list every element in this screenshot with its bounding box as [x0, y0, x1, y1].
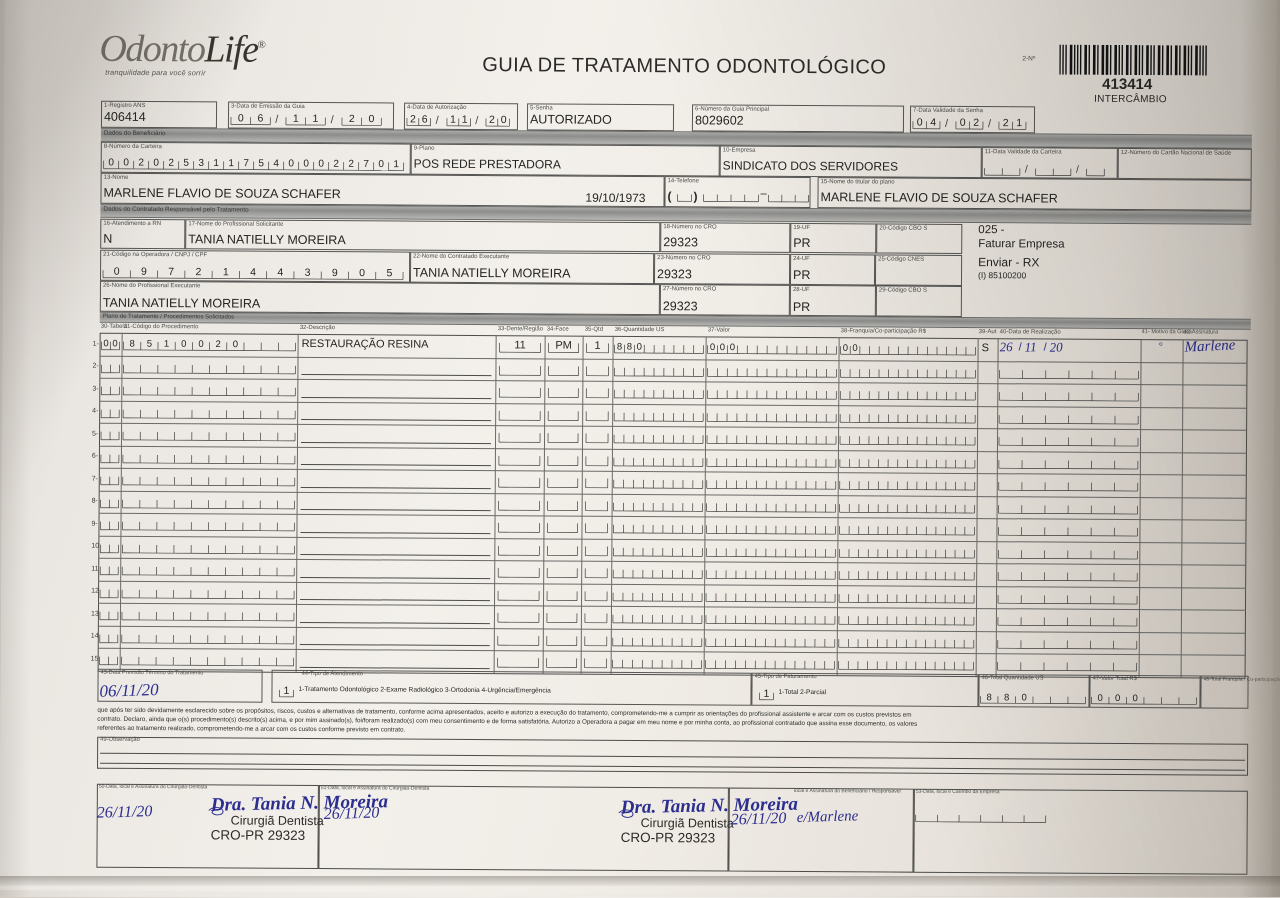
- svg-text:1: 1: [164, 339, 169, 350]
- svg-text:1: 1: [293, 114, 299, 125]
- svg-text:2: 2: [1003, 117, 1009, 129]
- svg-text:2: 2: [349, 114, 355, 125]
- svg-text:7: 7: [168, 266, 174, 278]
- svg-text:0: 0: [710, 342, 715, 353]
- svg-text:2: 2: [410, 114, 416, 125]
- svg-text:0: 0: [1115, 693, 1120, 704]
- svg-text:1: 1: [594, 340, 600, 352]
- svg-text:0: 0: [1022, 692, 1027, 703]
- svg-text:1: 1: [223, 266, 229, 278]
- svg-text:2: 2: [138, 158, 144, 169]
- svg-text:5: 5: [386, 267, 392, 279]
- svg-text:1: 1: [450, 115, 456, 126]
- svg-text:0: 0: [637, 342, 642, 353]
- svg-text:0: 0: [960, 117, 966, 129]
- svg-text:7: 7: [363, 159, 369, 170]
- svg-text:2: 2: [168, 158, 174, 169]
- svg-text:8: 8: [1004, 692, 1009, 703]
- svg-text:1: 1: [284, 685, 290, 697]
- svg-text:0: 0: [1098, 693, 1103, 704]
- svg-text:1: 1: [228, 158, 234, 169]
- svg-text:8: 8: [627, 342, 632, 353]
- svg-text:4: 4: [277, 267, 283, 279]
- svg-text:0: 0: [368, 114, 374, 125]
- svg-text:2: 2: [489, 115, 495, 126]
- svg-text:4: 4: [930, 117, 936, 129]
- svg-text:0: 0: [852, 343, 857, 354]
- svg-text:1: 1: [213, 158, 219, 169]
- svg-text:0: 0: [181, 339, 186, 350]
- svg-text:1: 1: [764, 688, 770, 700]
- svg-text:9: 9: [141, 266, 147, 278]
- svg-text:0: 0: [123, 157, 129, 168]
- svg-text:0: 0: [103, 339, 108, 350]
- svg-text:0: 0: [318, 159, 324, 170]
- svg-text:0: 0: [1133, 693, 1138, 704]
- svg-text:9: 9: [332, 267, 338, 279]
- svg-text:2: 2: [348, 159, 354, 170]
- svg-text:5: 5: [258, 158, 264, 169]
- svg-text:1: 1: [461, 115, 467, 126]
- svg-text:0: 0: [288, 158, 294, 169]
- svg-text:1: 1: [313, 114, 319, 125]
- svg-text:8: 8: [617, 342, 622, 353]
- svg-text:0: 0: [238, 113, 244, 124]
- svg-text:2: 2: [196, 266, 202, 278]
- svg-text:0: 0: [720, 342, 725, 353]
- svg-text:5: 5: [147, 339, 152, 350]
- svg-text:0: 0: [198, 339, 203, 350]
- svg-text:0: 0: [378, 159, 384, 170]
- svg-text:0: 0: [108, 157, 114, 168]
- svg-text:0: 0: [114, 266, 120, 278]
- svg-text:0: 0: [153, 158, 159, 169]
- svg-text:8: 8: [130, 339, 135, 350]
- svg-text:5: 5: [183, 158, 189, 169]
- svg-text:11: 11: [514, 340, 525, 352]
- svg-text:0: 0: [112, 339, 117, 350]
- svg-text:0: 0: [730, 342, 735, 353]
- svg-text:1: 1: [1016, 117, 1022, 129]
- svg-text:0: 0: [233, 339, 238, 350]
- svg-text:0: 0: [303, 159, 309, 170]
- svg-text:PM: PM: [555, 340, 572, 352]
- svg-text:6: 6: [258, 113, 264, 124]
- svg-text:4: 4: [273, 158, 279, 169]
- svg-text:0: 0: [359, 267, 365, 279]
- svg-text:4: 4: [250, 266, 256, 278]
- svg-text:1: 1: [393, 159, 399, 170]
- svg-text:7: 7: [243, 158, 249, 169]
- svg-text:8: 8: [987, 692, 992, 703]
- svg-text:0: 0: [917, 117, 923, 129]
- svg-text:0: 0: [501, 115, 507, 126]
- svg-text:6: 6: [422, 115, 428, 126]
- svg-text:2: 2: [333, 159, 339, 170]
- svg-text:2: 2: [973, 117, 979, 129]
- svg-text:0: 0: [843, 343, 848, 354]
- svg-text:3: 3: [198, 158, 204, 169]
- svg-text:2: 2: [216, 339, 221, 350]
- svg-text:3: 3: [305, 267, 311, 279]
